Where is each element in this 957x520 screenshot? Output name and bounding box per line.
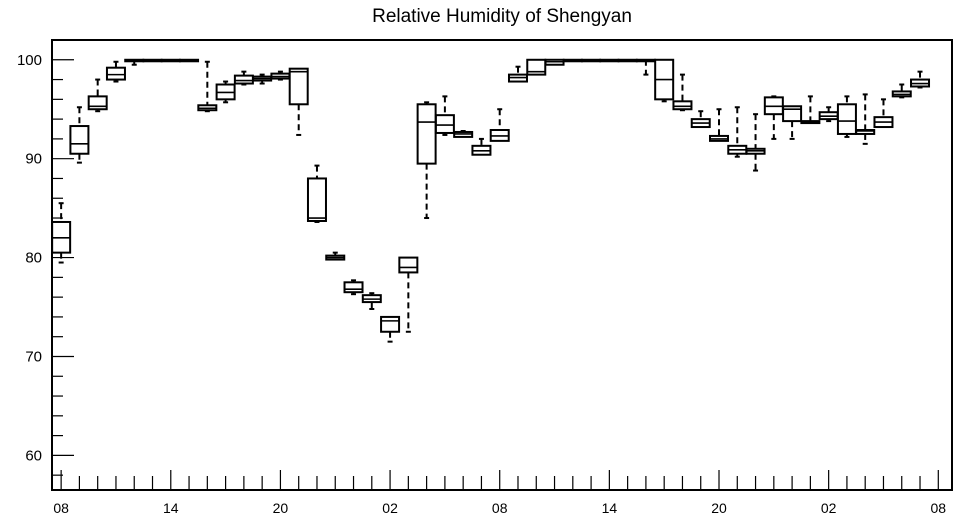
- box: [617, 58, 638, 63]
- box-body: [398, 256, 419, 274]
- box: [745, 113, 766, 172]
- x-tick-label: 02: [821, 500, 837, 516]
- box: [105, 60, 126, 83]
- box-body: [434, 114, 455, 134]
- plot-frame: [51, 39, 953, 491]
- box: [288, 67, 309, 136]
- box: [599, 58, 620, 63]
- box: [910, 70, 931, 89]
- box: [380, 315, 401, 343]
- box: [581, 58, 602, 63]
- box: [197, 60, 218, 113]
- y-tick-label: 90: [25, 151, 42, 168]
- box: [343, 279, 364, 296]
- box: [544, 58, 565, 66]
- box: [270, 70, 291, 81]
- box-body: [233, 74, 254, 85]
- box: [763, 95, 784, 140]
- box: [124, 58, 145, 66]
- box: [87, 78, 108, 113]
- box-body: [288, 67, 309, 106]
- box-body: [69, 125, 90, 155]
- y-tick-label: 100: [17, 52, 42, 69]
- box: [306, 164, 327, 223]
- box: [252, 73, 273, 85]
- x-tick-label: 08: [931, 500, 947, 516]
- box-body: [87, 95, 108, 111]
- x-axis: 08 14 20 02 08 14 20 02 08: [53, 470, 946, 516]
- y-axis: 60 70 80 90 100: [17, 39, 74, 476]
- x-tick-label: 08: [492, 500, 508, 516]
- box-body: [855, 129, 876, 135]
- box: [690, 110, 711, 129]
- box: [416, 101, 437, 220]
- box-body: [836, 103, 857, 135]
- box: [325, 251, 346, 261]
- box-body: [672, 100, 693, 111]
- box: [800, 95, 821, 125]
- box: [526, 58, 547, 76]
- box: [142, 58, 163, 63]
- y-tick-label: 80: [25, 250, 42, 267]
- box: [160, 58, 181, 63]
- box: [215, 80, 236, 104]
- box: [836, 95, 857, 138]
- box: [398, 256, 419, 333]
- box: [69, 106, 90, 164]
- box: [361, 292, 382, 311]
- box: [855, 93, 876, 145]
- y-tick-label: 60: [25, 447, 42, 464]
- box: [818, 106, 839, 123]
- box: [782, 105, 803, 140]
- box: [727, 106, 748, 158]
- box: [709, 108, 730, 142]
- box-body: [380, 315, 401, 333]
- x-tick-label: 08: [53, 500, 69, 516]
- box: [471, 137, 492, 156]
- box: [179, 58, 200, 63]
- box-body: [105, 66, 126, 81]
- box: [635, 58, 656, 76]
- x-tick-label: 02: [382, 500, 398, 516]
- x-tick-label: 20: [273, 500, 289, 516]
- box: [672, 73, 693, 112]
- box: [233, 70, 254, 86]
- box: [507, 65, 528, 83]
- box-body: [343, 281, 364, 294]
- x-tick-label: 14: [163, 500, 179, 516]
- box: [453, 129, 474, 138]
- box-series: [51, 58, 931, 343]
- box: [873, 98, 894, 129]
- x-tick-label: 14: [602, 500, 618, 516]
- chart-title: Relative Humidity of Shengyan: [372, 6, 632, 27]
- box: [891, 83, 912, 99]
- box: [654, 58, 675, 103]
- box: [434, 95, 455, 136]
- box: [562, 58, 583, 63]
- box-body: [306, 177, 327, 222]
- box: [51, 202, 72, 264]
- box-body: [416, 103, 437, 165]
- box: [489, 108, 510, 142]
- x-tick-label: 20: [711, 500, 727, 516]
- y-tick-label: 70: [25, 348, 42, 365]
